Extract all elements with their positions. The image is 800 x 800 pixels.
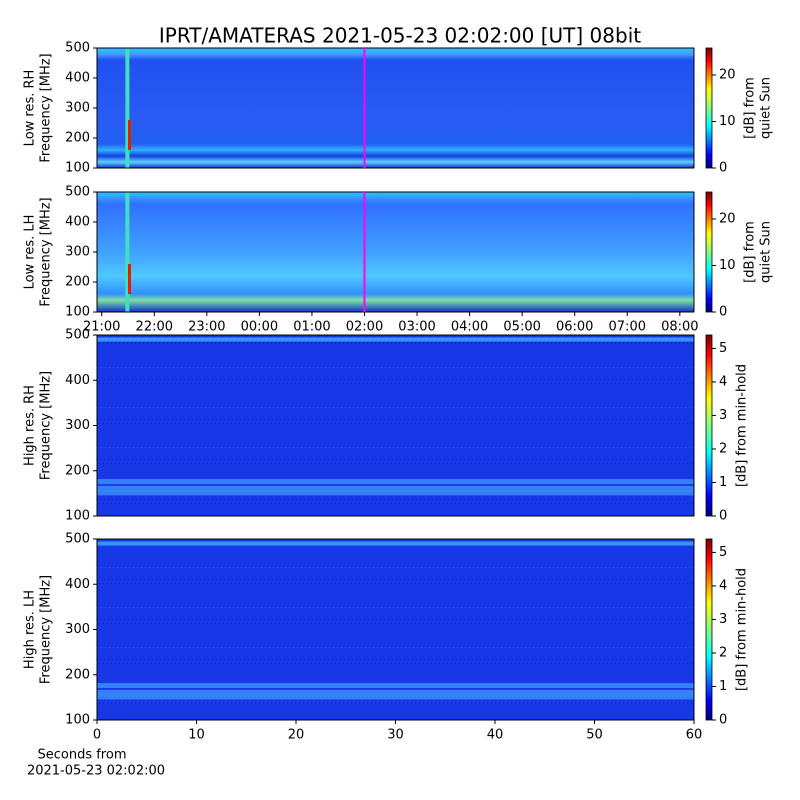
colorbar-tick-label: 0 [719,161,727,176]
colorbar-tick-label: 0 [719,509,727,524]
x-tick-label: 07:00 [609,320,646,335]
y-axis-label: Frequency [MHz] [39,197,54,306]
colorbar-tick-label: 0 [719,713,727,728]
x-tick-label: 06:00 [556,320,593,335]
colorbar-label: quiet Sun [759,77,774,139]
band [97,490,694,496]
band [97,541,694,546]
y-axis-label: Low res. RH [23,70,38,147]
colorbar-label: [dB] from [743,221,758,283]
y-axis-label: Frequency [MHz] [39,371,54,480]
y-tick-label: 300 [65,101,90,116]
colorbar-label: quiet Sun [759,221,774,283]
y-tick-label: 100 [65,305,90,320]
y-tick-label: 200 [65,131,90,146]
x-tick-label: 04:00 [451,320,488,335]
y-tick-label: 400 [65,373,90,388]
colorbar-tick-label: 10 [719,114,736,129]
colorbar [705,538,713,721]
burst [125,48,130,168]
y-axis-label: Frequency [MHz] [39,53,54,162]
y-tick-label: 100 [65,509,90,524]
spectrogram [97,539,694,720]
y-tick-label: 500 [65,185,90,200]
y-tick-label: 500 [65,41,90,56]
colorbar-tick-label: 1 [719,475,727,490]
x-tick-label: 20 [288,728,305,743]
colorbar-label: [dB] from min-hold [735,364,750,487]
colorbar-tick-label: 5 [719,545,727,560]
x-tick-label: 60 [686,728,703,743]
colorbar-label: [dB] from min-hold [735,568,750,691]
band [97,485,694,491]
colorbar-tick-label: 3 [719,408,727,423]
colorbar-tick-label: 2 [719,645,727,660]
y-tick-label: 400 [65,71,90,86]
colorbar-tick-label: 2 [719,441,727,456]
y-tick-label: 500 [65,532,90,547]
x-tick-label: 01:00 [293,320,330,335]
y-axis-label: High res. LH [23,590,38,669]
x-tick-label: 08:00 [661,320,698,335]
y-tick-label: 300 [65,622,90,637]
y-tick-label: 300 [65,245,90,260]
x-tick-label: 40 [487,728,504,743]
spectrogram [97,192,694,312]
y-axis-label: High res. RH [23,385,38,466]
x-tick-label: 02:00 [346,320,383,335]
y-tick-label: 300 [65,418,90,433]
colorbar [705,334,713,517]
y-tick-label: 100 [65,713,90,728]
x-tick-label: 05:00 [503,320,540,335]
y-tick-label: 400 [65,577,90,592]
x-tick-label: 50 [586,728,603,743]
colorbar [705,47,713,169]
x-tick-label: 30 [387,728,404,743]
x-tick-label: 10 [188,728,205,743]
colorbar-tick-label: 4 [719,374,727,389]
band [97,479,694,485]
y-tick-label: 200 [65,275,90,290]
colorbar-tick-label: 20 [719,67,736,82]
colorbar-tick-label: 20 [719,211,736,226]
x-tick-label: 00:00 [241,320,278,335]
colorbar [705,191,713,313]
chart-title: IPRT/AMATERAS 2021-05-23 02:02:00 [UT] 0… [159,24,641,48]
y-axis-label: Low res. LH [23,215,38,290]
colorbar-tick-label: 3 [719,612,727,627]
colorbar-tick-label: 10 [719,258,736,273]
y-tick-label: 400 [65,215,90,230]
x-tick-label: 0 [93,728,101,743]
x-tick-label: 22:00 [136,320,173,335]
x-tick-label: 03:00 [398,320,435,335]
colorbar-tick-label: 0 [719,305,727,320]
band [97,683,694,689]
colorbar-tick-label: 5 [719,341,727,356]
band [97,689,694,695]
colorbar-tick-label: 1 [719,679,727,694]
y-axis-label: Frequency [MHz] [39,575,54,684]
band [97,337,694,342]
colorbar-tick-label: 4 [719,578,727,593]
burst [125,192,130,312]
band [97,694,694,700]
x-axis-label: 2021-05-23 02:02:00 [27,764,165,779]
x-axis-label: Seconds from [37,748,126,763]
colorbar-label: [dB] from [743,77,758,139]
spectrogram [97,48,694,168]
burst [128,120,132,150]
x-tick-label: 23:00 [188,320,225,335]
x-tick-label: 21:00 [83,320,120,335]
burst [128,264,132,294]
y-tick-label: 100 [65,161,90,176]
y-tick-label: 500 [65,328,90,343]
y-tick-label: 200 [65,463,90,478]
y-tick-label: 200 [65,667,90,682]
spectrogram [97,335,694,516]
